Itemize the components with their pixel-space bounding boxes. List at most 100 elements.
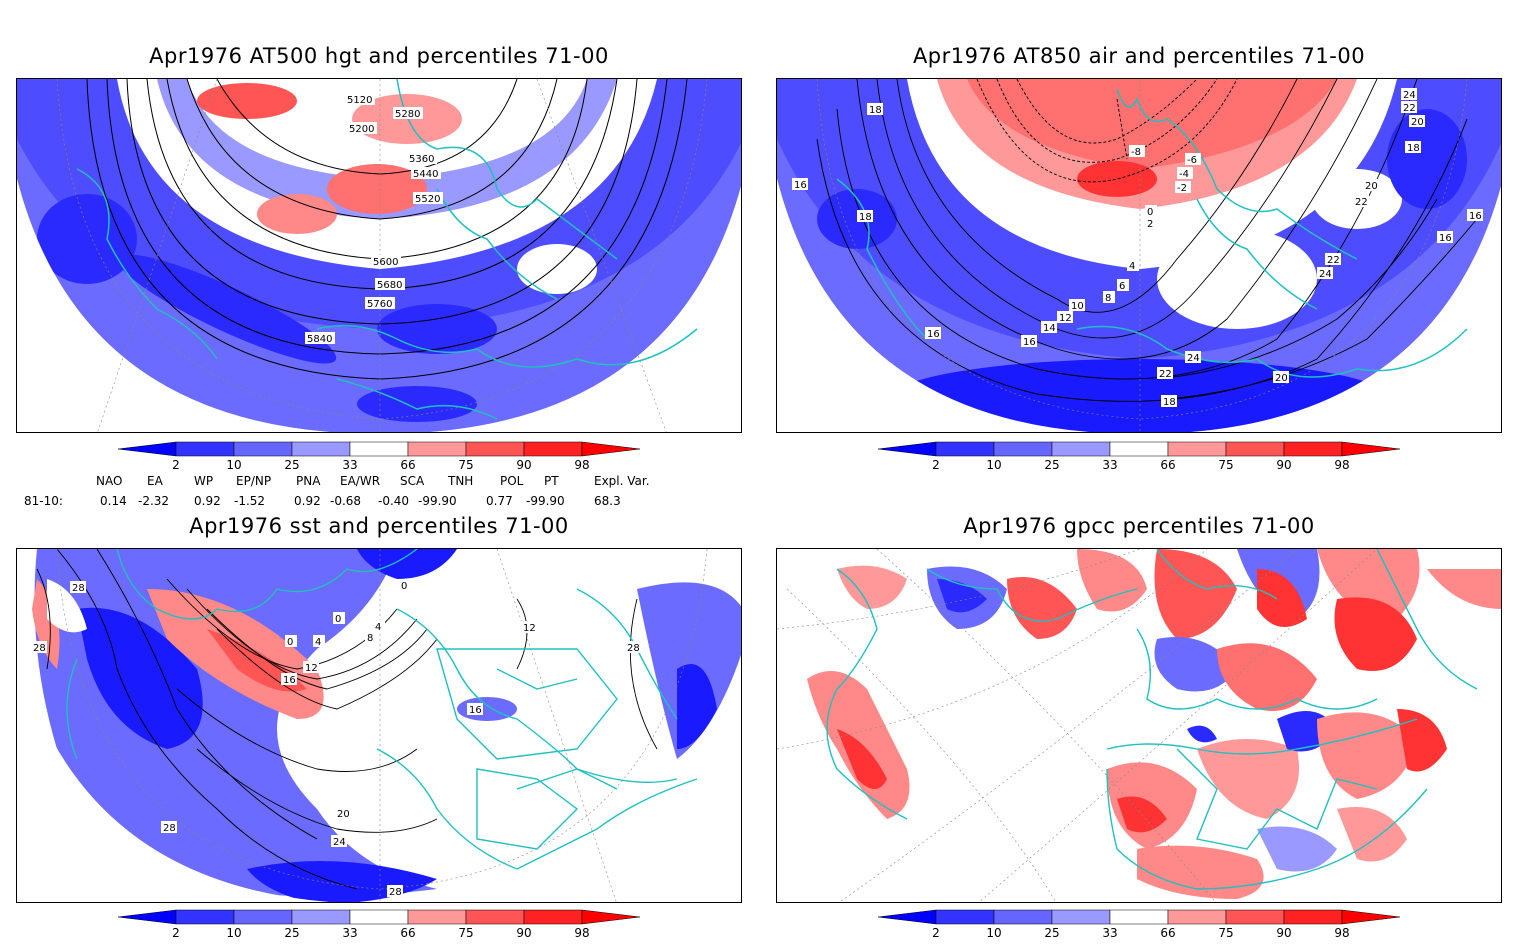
contour-label: 0 xyxy=(287,637,293,648)
index-value: 0.92 xyxy=(294,494,321,508)
contour-label: 20 xyxy=(337,809,350,820)
colorbar-label: 33 xyxy=(1102,926,1118,940)
contour-label: 20 xyxy=(1411,117,1424,128)
index-value: -2.32 xyxy=(138,494,170,508)
colorbar-label: 66 xyxy=(1160,458,1176,472)
contour-label: 2 xyxy=(1147,219,1153,230)
contour-label: 5520 xyxy=(415,194,440,205)
panel-title-gpcc: Apr1976 gpcc percentiles 71-00 xyxy=(963,514,1315,538)
contour-label: 12 xyxy=(523,623,536,634)
map-panel-sst: 28 28 0 0 4 8 12 16 0 4 12 28 16 20 24 2… xyxy=(16,548,742,903)
colorbar-swatch xyxy=(349,441,409,457)
colorbar-swatch xyxy=(581,909,641,925)
index-value: -0.68 xyxy=(330,494,362,508)
contour-label: 4 xyxy=(315,637,321,648)
index-value: 0.77 xyxy=(486,494,513,508)
colorbar-swatch xyxy=(1225,909,1285,925)
contour-label: 5280 xyxy=(395,109,420,120)
colorbar-swatch xyxy=(1167,909,1227,925)
index-header: WP xyxy=(194,474,214,488)
colorbar-swatch xyxy=(878,909,937,925)
colorbar-swatch xyxy=(1167,441,1227,457)
map-panel-gpcc xyxy=(776,548,1502,903)
colorbar-swatches xyxy=(118,909,641,925)
contour-label: 18 xyxy=(1163,397,1176,408)
contour-label: -2 xyxy=(1177,183,1187,194)
colorbar-swatch xyxy=(175,909,235,925)
map-air-svg: 18 16 18 24 22 20 18 16 20 22 16 22 24 -… xyxy=(777,79,1501,432)
contour-label: 18 xyxy=(1407,143,1420,154)
contour-label: 5760 xyxy=(367,299,392,310)
colorbar-swatch xyxy=(993,909,1053,925)
contour-label: 0 xyxy=(401,581,407,592)
contour-label: 6 xyxy=(1119,281,1125,292)
colorbar-labels: 2 10 25 33 66 75 90 98 xyxy=(878,926,1418,942)
contour-label: 22 xyxy=(1327,255,1340,266)
colorbar-swatch xyxy=(581,441,641,457)
colorbar-swatch xyxy=(935,441,995,457)
colorbar-label: 90 xyxy=(1276,458,1292,472)
index-header: NAO xyxy=(96,474,123,488)
colorbar-label: 10 xyxy=(986,458,1002,472)
panel-title-hgt: Apr1976 AT500 hgt and percentiles 71-00 xyxy=(149,44,609,68)
contour-label: 22 xyxy=(1159,369,1172,380)
colorbar-swatch xyxy=(465,909,525,925)
colorbar-label: 25 xyxy=(1044,926,1060,940)
colorbar-label: 2 xyxy=(932,458,940,472)
contour-label: 16 xyxy=(469,705,482,716)
colorbar-hgt: 2 10 25 33 66 75 90 98 xyxy=(118,440,658,478)
colorbar-swatch xyxy=(1109,441,1169,457)
colorbar-label: 25 xyxy=(284,926,300,940)
colorbar-swatch xyxy=(878,441,937,457)
index-value: -99.90 xyxy=(526,494,565,508)
contour-label: 18 xyxy=(869,105,882,116)
colorbar-label: 33 xyxy=(342,926,358,940)
colorbar-swatch xyxy=(233,441,293,457)
colorbar-sst: 2 10 25 33 66 75 90 98 xyxy=(118,908,658,946)
colorbar-swatch xyxy=(1051,909,1111,925)
contour-label: 24 xyxy=(1319,269,1332,280)
contour-label: 16 xyxy=(283,675,296,686)
contour-label: 0 xyxy=(1147,207,1153,218)
colorbar-label: 25 xyxy=(284,458,300,472)
map-panel-air: 18 16 18 24 22 20 18 16 20 22 16 22 24 -… xyxy=(776,78,1502,433)
contour-label: 16 xyxy=(1023,337,1036,348)
colorbar-label: 90 xyxy=(1276,926,1292,940)
contour-label: 5120 xyxy=(347,95,372,106)
contour-label: 28 xyxy=(33,643,46,654)
panel-title-air: Apr1976 AT850 air and percentiles 71-00 xyxy=(912,44,1366,68)
map-panel-hgt: 5120 5200 5280 5360 5440 5520 5600 5680 … xyxy=(16,78,742,433)
colorbar-swatch xyxy=(1341,909,1401,925)
index-header: EA/WR xyxy=(340,474,381,488)
colorbar-swatches xyxy=(118,441,641,457)
colorbar-swatch xyxy=(523,909,583,925)
colorbar-swatch xyxy=(118,441,177,457)
panel-title-sst: Apr1976 sst and percentiles 71-00 xyxy=(189,514,569,538)
colorbar-swatch xyxy=(1283,909,1343,925)
index-value: -0.40 xyxy=(378,494,410,508)
colorbar-swatch xyxy=(118,909,177,925)
contour-label: 14 xyxy=(1043,323,1056,334)
index-value: -99.90 xyxy=(418,494,457,508)
colorbar-label: 2 xyxy=(172,458,180,472)
colorbar-label: 33 xyxy=(342,458,358,472)
contour-label: -8 xyxy=(1131,147,1141,158)
contour-label: 4 xyxy=(375,622,381,633)
colorbar-swatch xyxy=(1225,441,1285,457)
colorbar-label: 2 xyxy=(172,926,180,940)
colorbar-label: 25 xyxy=(1044,458,1060,472)
contour-label: 16 xyxy=(1439,233,1452,244)
colorbar-labels: 2 10 25 33 66 75 90 98 xyxy=(878,458,1418,474)
contour-label: 4 xyxy=(1129,261,1135,272)
colorbar-air: 2 10 25 33 66 75 90 98 xyxy=(878,440,1418,478)
colorbar-label: 66 xyxy=(400,458,416,472)
contour-label: 16 xyxy=(1469,211,1482,222)
contour-label: 12 xyxy=(305,663,318,674)
colorbar-swatch xyxy=(349,909,409,925)
index-value: 68.3 xyxy=(594,494,621,508)
colorbar-label: 33 xyxy=(1102,458,1118,472)
contour-label: 22 xyxy=(1403,103,1416,114)
colorbar-swatch xyxy=(993,441,1053,457)
colorbar-swatch xyxy=(291,441,351,457)
colorbar-label: 90 xyxy=(516,458,532,472)
